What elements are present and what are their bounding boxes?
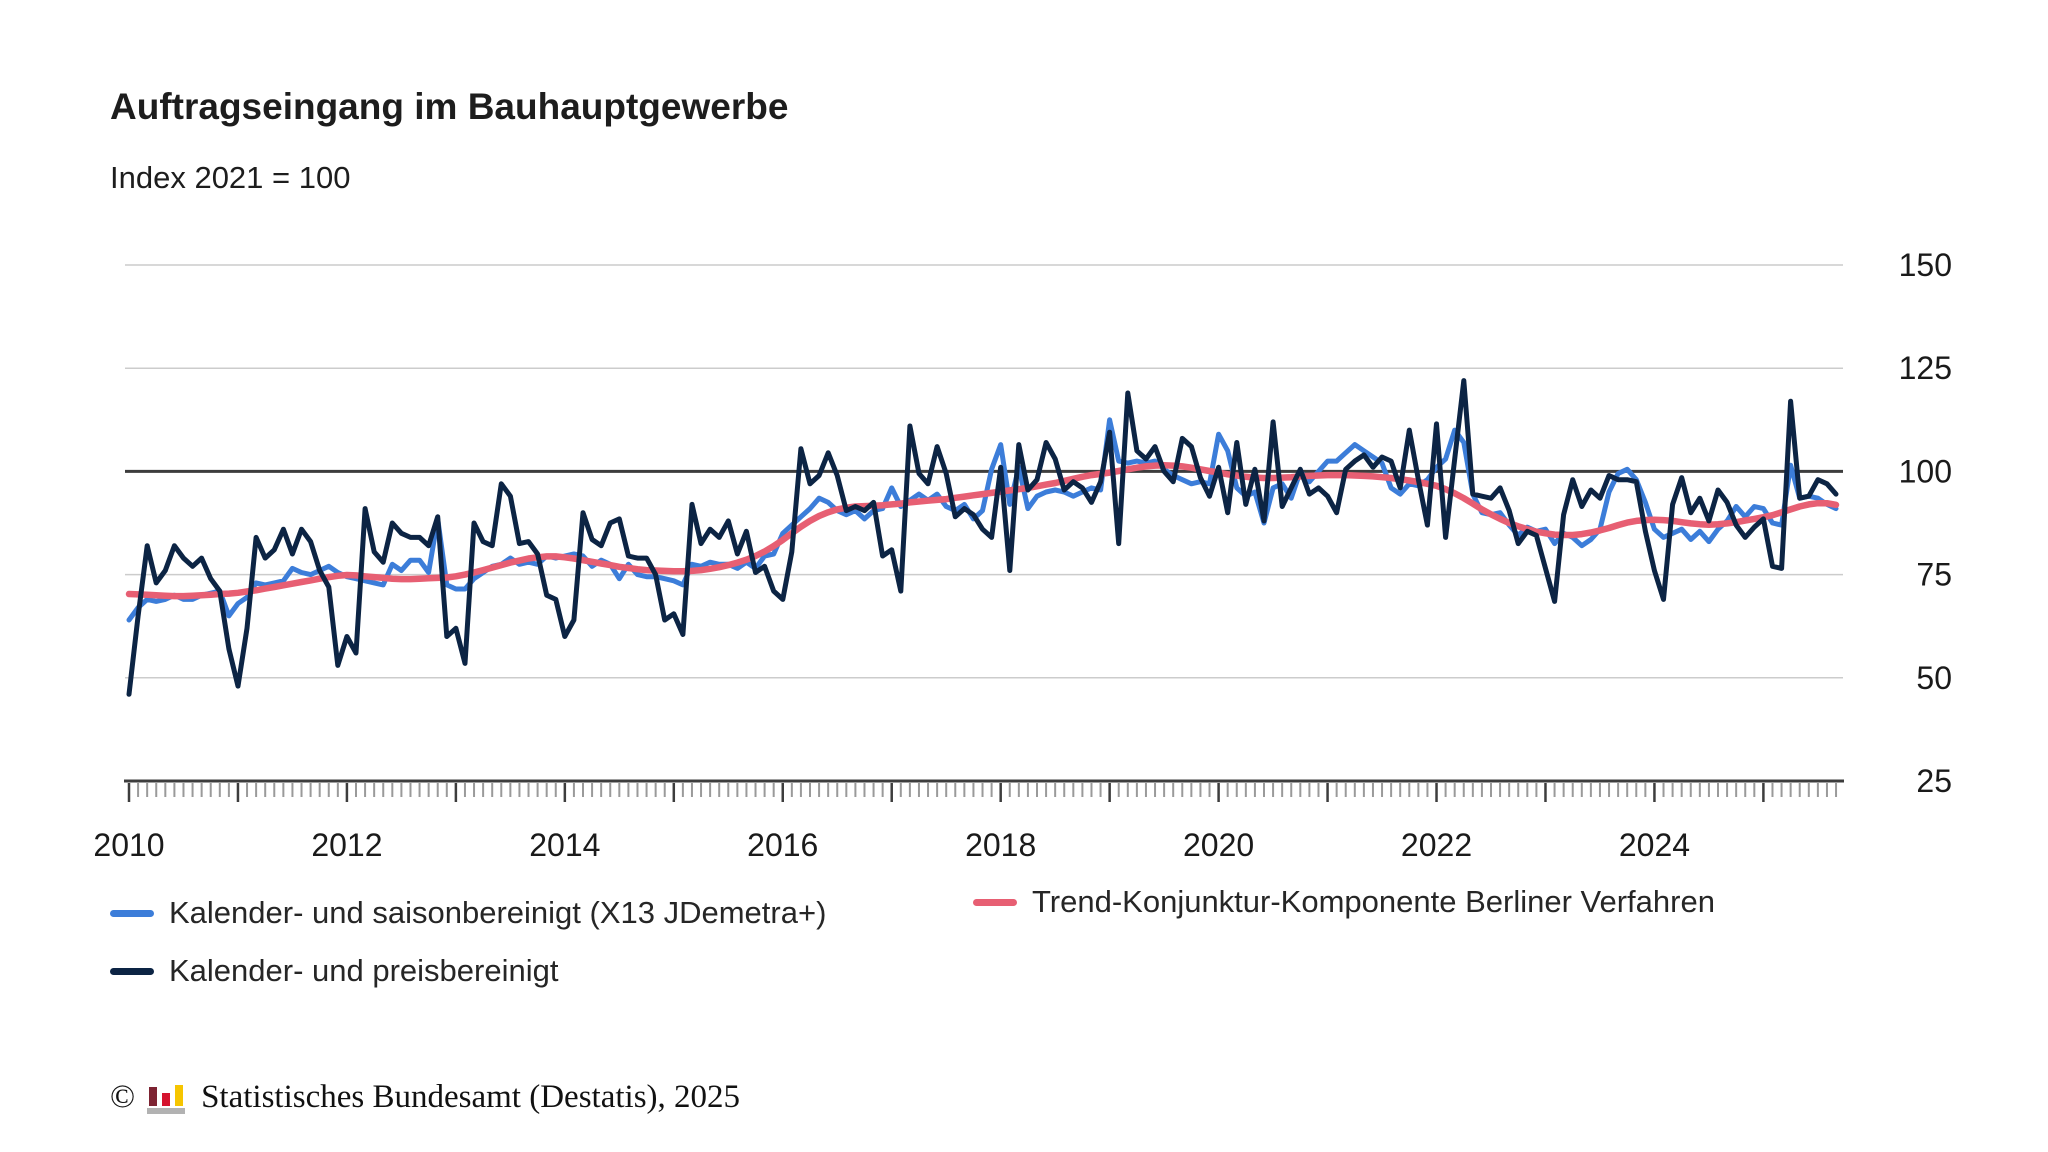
source-text: Statistisches Bundesamt (Destatis), 2025 [201, 1079, 741, 1115]
legend-swatch-red-line-icon [973, 898, 1017, 906]
y-axis-label-150: 150 [1899, 247, 1952, 283]
source-footer: © Statistisches Bundesamt (Destatis), 20… [110, 1080, 740, 1114]
legend-swatch-blue-line-icon [110, 909, 154, 917]
x-axis-label-2016: 2016 [747, 827, 818, 863]
x-axis-label-2010: 2010 [93, 827, 164, 863]
line-chart-plot: 150 125 100 75 50 25 2010 2012 2014 2016 2018 2020 2… [93, 247, 1952, 863]
x-axis-label-2014: 2014 [529, 827, 600, 863]
x-axis-label-2024: 2024 [1619, 827, 1690, 863]
series-line-saisonbereinigt [126, 417, 1839, 623]
copyright-symbol: © [110, 1079, 136, 1115]
legend-item-saisonbereinigt: Kalender- und saisonbereinigt (X13 JDeme… [110, 895, 826, 931]
legend-item-trend: Trend-Konjunktur-Komponente Berliner Ver… [973, 884, 1715, 920]
series-line-trend [125, 461, 1840, 600]
legend-label: Trend-Konjunktur-Komponente Berliner Ver… [1032, 884, 1715, 919]
legend-label: Kalender- und saisonbereinigt (X13 JDeme… [169, 895, 827, 930]
legend-swatch-navy-line-icon [110, 967, 154, 975]
x-axis-label-2020: 2020 [1183, 827, 1254, 863]
y-axis-label-25: 25 [1916, 763, 1952, 799]
chart-title: Auftragseingang im Bauhauptgewerbe [110, 86, 789, 127]
x-axis-label-2022: 2022 [1401, 827, 1472, 863]
legend-row-1: Kalender- und saisonbereinigt (X13 JDeme… [110, 884, 1910, 942]
series-line-preisbereinigt [126, 378, 1839, 697]
x-axis-label-2018: 2018 [965, 827, 1036, 863]
x-axis-label-2012: 2012 [311, 827, 382, 863]
y-axis-label-50: 50 [1916, 660, 1952, 696]
legend-label: Kalender- und preisbereinigt [169, 953, 559, 988]
legend-row-2: Kalender- und preisbereinigt [110, 942, 1910, 1000]
y-axis-label-125: 125 [1899, 350, 1952, 386]
chart-subtitle: Index 2021 = 100 [110, 160, 351, 195]
y-axis-label-75: 75 [1916, 557, 1952, 593]
destatis-bar-chart-logo-icon [147, 1080, 187, 1114]
chart-legend: Kalender- und saisonbereinigt (X13 JDeme… [110, 884, 1910, 1000]
y-axis-label-100: 100 [1899, 453, 1952, 489]
legend-item-preisbereinigt: Kalender- und preisbereinigt [110, 953, 558, 989]
